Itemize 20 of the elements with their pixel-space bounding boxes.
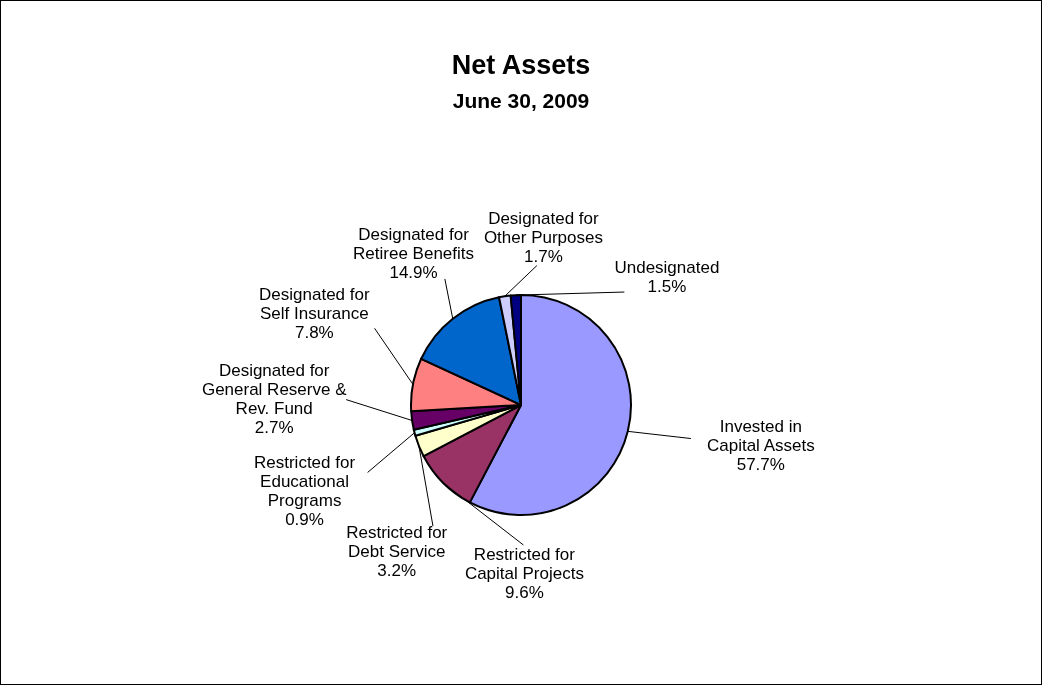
- data-label: 57.7%: [736, 455, 785, 475]
- data-label: 9.6%: [505, 583, 544, 603]
- data-label: 2.7%: [254, 417, 294, 437]
- slice-label: Designated for General Reserve & Rev. Fund: [201, 360, 348, 418]
- slice-label: Designated for Other Purposes: [483, 209, 603, 248]
- data-label: 1.7%: [524, 247, 563, 267]
- slice-label: Invested in Capital Assets: [706, 417, 815, 456]
- slice-label: Designated for Self Insurance: [259, 284, 370, 323]
- chart-title: Net Assets: [451, 50, 591, 80]
- slice-label: Restricted for Capital Projects: [464, 545, 584, 584]
- data-label: 0.9%: [285, 510, 324, 530]
- data-label: 7.8%: [294, 322, 334, 342]
- slice-label: Restricted for Debt Service: [346, 522, 448, 561]
- chart-subtitle: June 30, 2009: [452, 89, 590, 112]
- slice-label: Restricted for Educational Programs: [253, 453, 356, 511]
- data-label: 3.2%: [377, 560, 417, 580]
- slice-label: Undesignated: [614, 258, 720, 278]
- slice-label: Designated for Retiree Benefits: [353, 225, 474, 264]
- data-label: 1.5%: [647, 277, 687, 297]
- data-label: 14.9%: [389, 263, 438, 283]
